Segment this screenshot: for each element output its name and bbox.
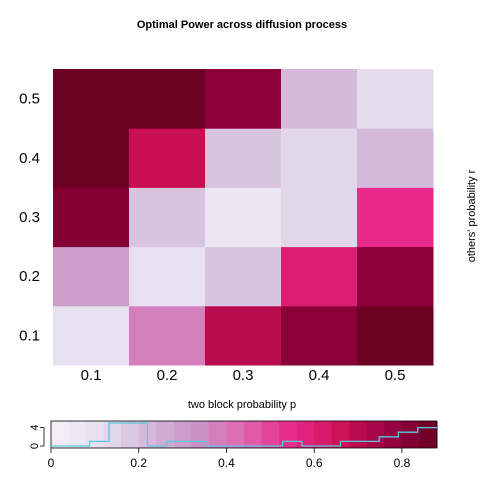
color-key-bin (156, 421, 175, 448)
color-key-bin (103, 421, 122, 448)
heatmap-cells (53, 69, 434, 366)
y-tick-label: 0.1 (19, 327, 40, 344)
histogram-y-tick-labels: 04 (29, 425, 45, 449)
color-key-bin (191, 421, 210, 448)
heatmap-cell (357, 246, 434, 307)
heatmap-cell (205, 305, 282, 366)
color-key-bin (401, 421, 420, 448)
y-axis-label: others' probability r (466, 169, 478, 262)
heatmap-cell (205, 69, 282, 129)
heatmap-cell (53, 246, 130, 307)
y-tick-label: 0.5 (19, 91, 40, 108)
heatmap-cell (281, 246, 358, 307)
x-tick-label: 0.4 (309, 367, 330, 384)
heatmap-cell (129, 246, 206, 307)
heatmap-cell (53, 305, 130, 366)
color-key-bin (261, 421, 280, 448)
heatmap-cell (205, 187, 282, 248)
heatmap-cell (357, 69, 434, 129)
x-tick-label: 0.5 (385, 367, 406, 384)
color-key-bin (226, 421, 245, 448)
color-key-bin (349, 421, 368, 448)
color-key-border (50, 420, 438, 449)
color-key-histogram (51, 422, 437, 447)
heatmap-cell (129, 128, 206, 188)
color-key-bin (86, 421, 105, 448)
color-key-bin (419, 421, 438, 448)
color-key-tick-label: 0 (48, 456, 55, 470)
heatmap-cell (205, 128, 282, 188)
color-key-bin (244, 421, 262, 448)
y-tick-label: 0.4 (19, 150, 40, 167)
color-key-tick-labels: 0 0.2 0.4 0.6 0.8 (48, 448, 411, 470)
x-axis-label: two block probability p (188, 399, 296, 411)
chart-title: Optimal Power across diffusion process (137, 19, 347, 31)
heatmap-cell (205, 246, 282, 307)
color-key-bin (296, 421, 315, 448)
y-tick-label: 0.2 (19, 268, 40, 285)
color-key-tick-label: 0.4 (218, 456, 235, 470)
x-tick-label: 0.3 (233, 367, 254, 384)
histogram-y-tick-label: 4 (29, 425, 41, 431)
color-key-tick-label: 0.8 (394, 456, 411, 470)
color-key-bin (279, 421, 298, 448)
y-tick-label: 0.3 (19, 209, 40, 226)
heatmap-cell (129, 187, 206, 248)
heatmap-cell (53, 128, 130, 188)
color-key-bin (314, 421, 333, 448)
color-key-bin (366, 421, 385, 448)
heatmap-cell (129, 305, 206, 366)
y-tick-labels: 0.1 0.2 0.3 0.4 0.5 (19, 91, 40, 345)
histogram-y-tick-label: 0 (29, 443, 41, 449)
heatmap-cell (281, 305, 358, 366)
color-key-bin (51, 421, 69, 448)
heatmap-cell (357, 187, 434, 248)
color-key-bin (384, 421, 403, 448)
histogram-line (51, 422, 437, 447)
heatmap-cell (53, 187, 130, 248)
x-tick-label: 0.1 (81, 367, 102, 384)
color-key-tick-label: 0.2 (130, 456, 147, 470)
heatmap-cell (357, 305, 434, 366)
color-key-bin (68, 421, 87, 448)
heatmap-cell (281, 128, 358, 188)
heatmap-cell (357, 128, 434, 188)
color-key-bin (208, 421, 227, 448)
x-tick-labels: 0.1 0.2 0.3 0.4 0.5 (81, 367, 406, 384)
heatmap-cell (281, 69, 358, 129)
x-tick-label: 0.2 (157, 367, 178, 384)
heatmap-cell (129, 69, 206, 129)
heatmap-cell (53, 69, 130, 129)
color-key-tick-label: 0.6 (306, 456, 323, 470)
color-key-bin (173, 421, 192, 448)
heatmap-cell (281, 187, 358, 248)
color-key-bin (121, 421, 140, 448)
